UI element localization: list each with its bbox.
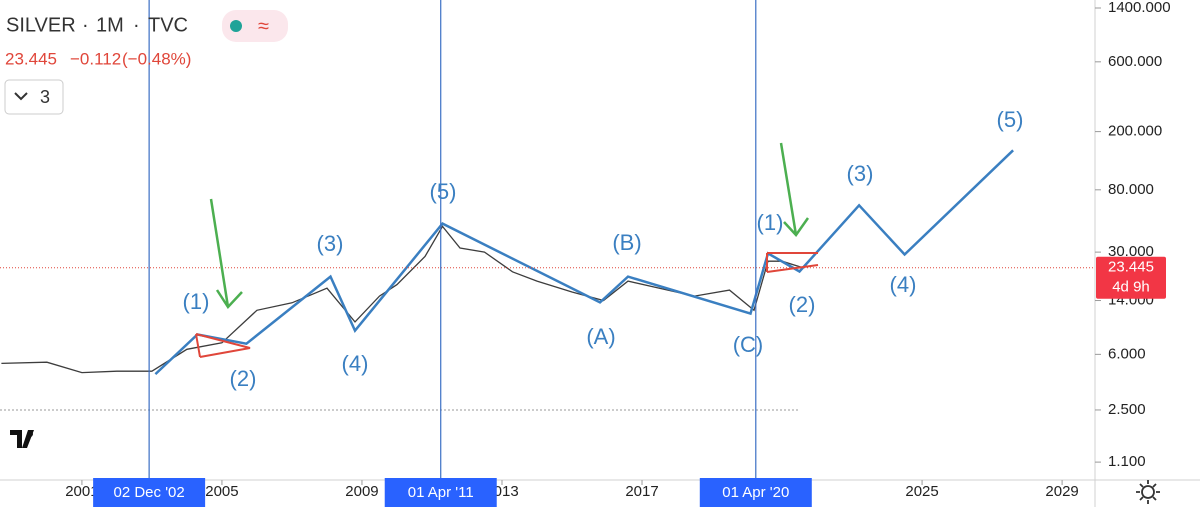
- indicator-toggle[interactable]: [4, 79, 64, 115]
- interval: 1M: [96, 14, 124, 36]
- price-badge: [1096, 256, 1166, 299]
- date-badge-label: 02 Dec '02: [114, 484, 185, 501]
- y-tick-label: 6.000: [1108, 345, 1146, 362]
- status-icon: ≈: [258, 15, 269, 37]
- x-tick-label: 2017: [625, 483, 658, 500]
- arrow: [209, 142, 810, 310]
- triangle-pattern: [195, 252, 819, 358]
- countdown: 4d 9h: [1112, 279, 1150, 296]
- separator: ·: [82, 14, 89, 36]
- change: −0.112: [70, 49, 121, 68]
- indicator-count: 3: [40, 87, 50, 107]
- chevron: [14, 92, 28, 101]
- y-tick-label: 2.500: [1108, 401, 1146, 418]
- wave-label: (C): [733, 332, 764, 357]
- x-tick-label: 2029: [1045, 483, 1078, 500]
- wave-label: (5): [997, 107, 1024, 132]
- y-tick-label: 600.000: [1108, 53, 1162, 70]
- y-tick-label: 1.100: [1108, 453, 1146, 470]
- wave-label: (A): [586, 324, 615, 349]
- x-tick-label: 2025: [905, 483, 938, 500]
- date-badge: [93, 478, 206, 507]
- wave-line: [154, 149, 1014, 376]
- y-tick-label: 200.000: [1108, 123, 1162, 140]
- wave-label: (4): [890, 272, 917, 297]
- x-tick-label: 2009: [345, 483, 378, 500]
- date-badge: [699, 478, 812, 507]
- y-tick-label: 1400.000: [1108, 0, 1171, 16]
- wave-label: (2): [789, 292, 816, 317]
- wave-label: (1): [183, 289, 210, 314]
- x-tick-label: 2005: [205, 483, 238, 500]
- wave-label: (4): [342, 351, 369, 376]
- source: TVC: [148, 14, 188, 36]
- price-line: [1, 225, 804, 374]
- date-badge: [384, 478, 497, 507]
- wave-label: (3): [317, 231, 344, 256]
- x-tick-label: 2001: [65, 483, 98, 500]
- price-badge-value: 23.445: [1108, 259, 1154, 276]
- status-pill[interactable]: [222, 10, 288, 42]
- status-dot: [230, 20, 242, 32]
- wave-label: (B): [612, 230, 641, 255]
- y-tick-label: 30.000: [1108, 243, 1154, 260]
- y-tick-label: 80.000: [1108, 181, 1154, 198]
- wave-label: (1): [757, 210, 784, 235]
- wave-label: (2): [230, 366, 257, 391]
- change-pct: (−0.48%): [122, 49, 191, 68]
- settings-icon[interactable]: [1136, 480, 1160, 504]
- wave-label: (3): [847, 161, 874, 186]
- separator: ·: [133, 14, 140, 36]
- last-price: 23.445: [5, 49, 57, 68]
- date-badge-label: 01 Apr '20: [722, 484, 789, 501]
- symbol: SILVER: [6, 14, 76, 36]
- date-badge-label: 01 Apr '11: [408, 484, 474, 501]
- wave-label: (5): [430, 179, 457, 204]
- logo: [6, 426, 44, 452]
